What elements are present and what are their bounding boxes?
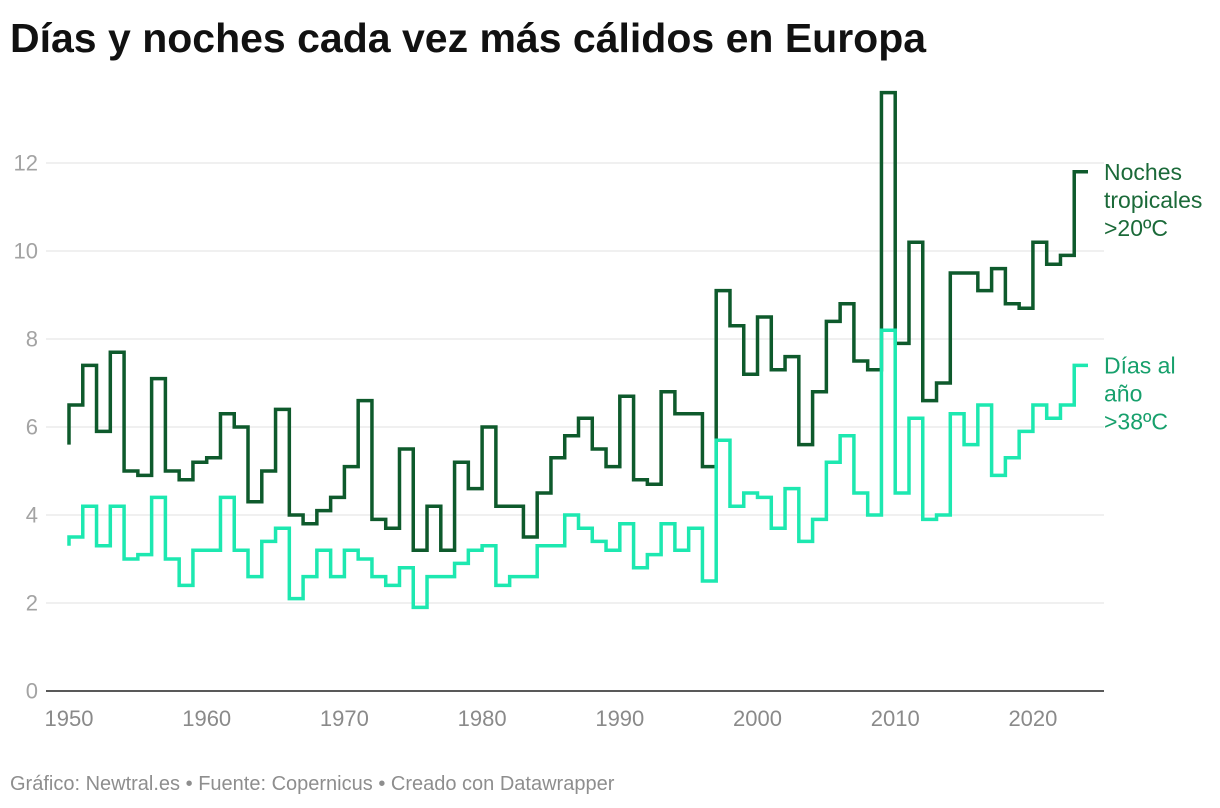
y-tick-label: 12 [14, 151, 38, 176]
series-label-line: >38ºC [1104, 408, 1168, 434]
step-line-chart: 0 2 4 6 8 10 12 1950 1960 1970 1980 1990 2000 2010 202… [14, 90, 1202, 731]
series-label-line: Días al [1104, 352, 1176, 378]
credit-text: Gráfico: Newtral.es [10, 773, 181, 795]
series-label-line: año [1104, 380, 1142, 406]
chart-title: Días y noches cada vez más cálidos en Eu… [10, 15, 927, 61]
y-tick-label: 10 [14, 239, 38, 264]
series-labels: Noches tropicales >20ºC Días al año >38ºC [1104, 159, 1202, 435]
y-tick-label: 4 [26, 503, 38, 528]
y-tick-label: 0 [26, 679, 38, 704]
x-tick-label: 2020 [1008, 706, 1057, 731]
series-label-line: tropicales [1104, 187, 1202, 213]
series-label-line: >20ºC [1104, 215, 1168, 241]
y-axis-labels: 0 2 4 6 8 10 12 [14, 151, 38, 704]
series-label-dias-al-ano-38-c: Días al año >38ºC [1104, 352, 1176, 434]
y-tick-label: 2 [26, 591, 38, 616]
footer-separator: • [378, 773, 386, 795]
x-axis-labels: 1950 1960 1970 1980 1990 2000 2010 2020 [45, 706, 1058, 731]
x-tick-label: 2010 [871, 706, 920, 731]
series-line-noches-tropicales-20-c [67, 90, 1088, 552]
x-tick-label: 1970 [320, 706, 369, 731]
y-tick-label: 6 [26, 415, 38, 440]
y-tick-label: 8 [26, 327, 38, 352]
x-tick-label: 1960 [182, 706, 231, 731]
made-with-link[interactable]: Creado con Datawrapper [390, 773, 615, 795]
x-tick-label: 1950 [45, 706, 94, 731]
x-tick-label: 1980 [458, 706, 507, 731]
series-label-noches-tropicales-20-c: Noches tropicales >20ºC [1104, 159, 1202, 241]
x-tick-label: 1990 [595, 706, 644, 731]
series-line-dias-al-ano-38-c [67, 328, 1088, 610]
x-tick-label: 2000 [733, 706, 782, 731]
source-text: Fuente: Copernicus [198, 773, 373, 795]
series-lines [67, 90, 1088, 610]
series-label-line: Noches [1104, 159, 1182, 185]
gridlines [46, 162, 1104, 604]
footer: Gráfico: Newtral.es • Fuente: Copernicus… [10, 772, 614, 796]
footer-separator: • [185, 773, 193, 795]
